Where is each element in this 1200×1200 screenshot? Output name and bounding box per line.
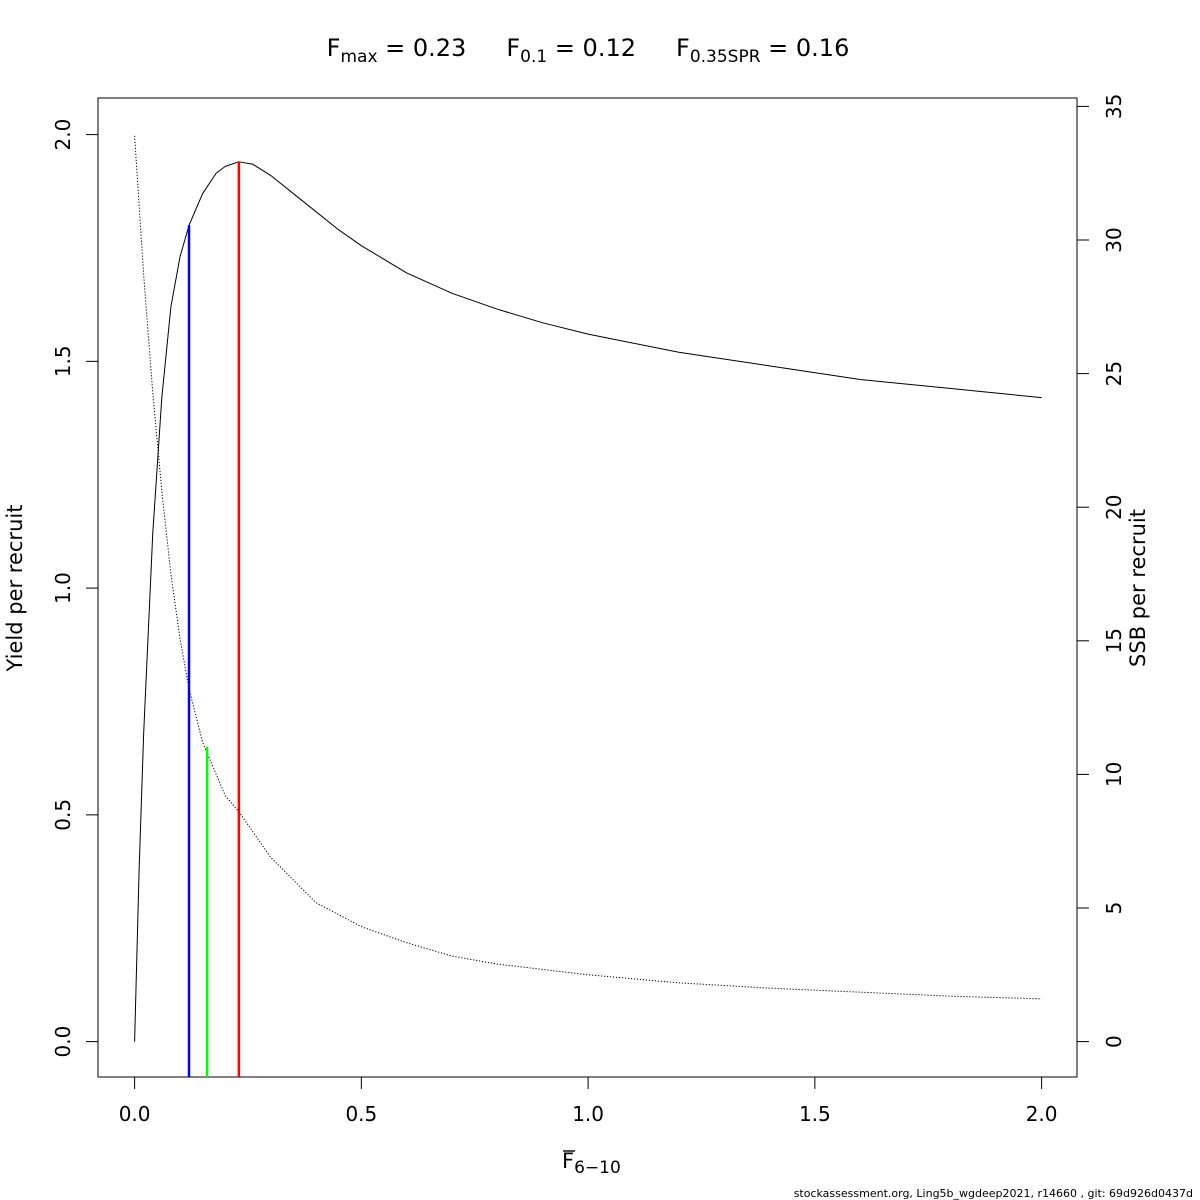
- y-left-tick-label: 0.5: [51, 799, 75, 831]
- y-right-tick-label: 15: [1102, 628, 1126, 653]
- y-right-tick-label: 0: [1102, 1035, 1126, 1048]
- x-axis: 0.0 0.5 1.0 1.5 2.0: [119, 1077, 1058, 1126]
- x-tick-label: 0.5: [345, 1102, 377, 1126]
- y-right-tick-label: 30: [1102, 227, 1126, 252]
- yield-per-recruit-line: [134, 161, 1042, 1042]
- y-right-tick-label: 35: [1102, 94, 1126, 119]
- reference-lines: [187, 161, 241, 1077]
- title-fspr-symbol: F: [676, 34, 690, 62]
- y-left-tick-label: 1.0: [51, 572, 75, 604]
- y-right-tick-label: 10: [1102, 762, 1126, 787]
- title-f01-symbol: F: [506, 34, 520, 62]
- title-fmax-value: = 0.23: [378, 34, 467, 62]
- title-f01-value: = 0.12: [547, 34, 636, 62]
- series-layer: [134, 135, 1042, 1042]
- x-axis-label: F6−10: [562, 1149, 621, 1178]
- chart-title: Fmax = 0.23 F0.1 = 0.12 F0.35SPR = 0.16: [327, 34, 850, 67]
- y-left-tick-label: 2.0: [51, 119, 75, 151]
- x-tick-label: 0.0: [119, 1102, 151, 1126]
- x-axis-label-subscript: 6−10: [574, 1158, 621, 1178]
- title-f01-subscript: 0.1: [520, 47, 547, 67]
- title-fspr-subscript: 0.35SPR: [690, 47, 761, 67]
- y-right-axis: 0 5 10 15 20 25 30 35: [1077, 94, 1126, 1048]
- y-right-tick-label: 5: [1102, 902, 1126, 915]
- title-fmax-symbol: F: [327, 34, 341, 62]
- svg-text:F6−10: F6−10: [562, 1149, 621, 1178]
- footer-credit: stockassessment.org, Ling5b_wgdeep2021, …: [794, 1187, 1193, 1200]
- x-tick-label: 1.0: [572, 1102, 604, 1126]
- x-tick-label: 2.0: [1026, 1102, 1058, 1126]
- y-right-tick-label: 20: [1102, 494, 1126, 519]
- x-axis-label-base: F: [562, 1149, 574, 1173]
- y-left-tick-label: 1.5: [51, 345, 75, 377]
- y-left-axis: 0.0 0.5 1.0 1.5 2.0: [51, 119, 98, 1058]
- ssb-per-recruit-line: [134, 135, 1042, 1000]
- x-tick-label: 1.5: [799, 1102, 831, 1126]
- y-left-axis-label: Yield per recruit: [3, 505, 27, 673]
- title-fspr-value: = 0.16: [761, 34, 850, 62]
- title-fmax-subscript: max: [340, 47, 377, 67]
- plot-frame: [97, 97, 1078, 1078]
- y-left-tick-label: 0.0: [51, 1026, 75, 1058]
- y-right-axis-label: SSB per recruit: [1126, 509, 1150, 667]
- y-right-tick-label: 25: [1102, 361, 1126, 386]
